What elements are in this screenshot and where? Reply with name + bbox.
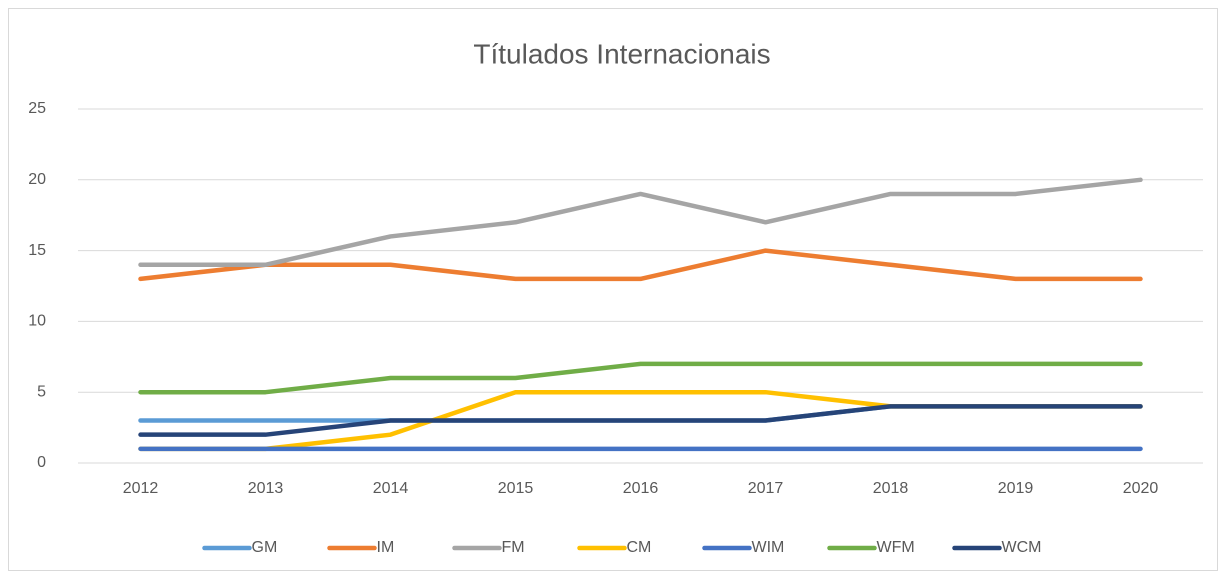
legend-label: GM	[252, 539, 278, 556]
y-tick-label: 10	[28, 313, 46, 330]
legend-label: IM	[377, 539, 395, 556]
x-tick-label: 2019	[998, 480, 1034, 497]
legend-label: FM	[502, 539, 525, 556]
series-line	[138, 404, 1143, 437]
y-tick-label: 20	[28, 171, 46, 188]
legend-label: WCM	[1002, 539, 1042, 556]
legend-label: WIM	[752, 539, 785, 556]
y-tick-label: 0	[37, 454, 46, 471]
x-tick-label: 2013	[248, 480, 284, 497]
x-tick-label: 2017	[748, 480, 784, 497]
series-line	[138, 177, 1143, 268]
x-tick-label: 2016	[623, 480, 659, 497]
x-tick-label: 2015	[498, 480, 534, 497]
chart-title: Títulados Internacionais	[473, 38, 770, 69]
y-tick-label: 25	[28, 100, 46, 117]
chart-border	[8, 8, 1218, 571]
x-tick-label: 2014	[373, 480, 409, 497]
legend-label: CM	[627, 539, 652, 556]
y-tick-label: 5	[37, 383, 46, 400]
x-tick-label: 2018	[873, 480, 909, 497]
series-line	[138, 361, 1143, 395]
x-tick-label: 2020	[1123, 480, 1159, 497]
legend-label: WFM	[877, 539, 915, 556]
x-tick-label: 2012	[123, 480, 159, 497]
series-line	[138, 248, 1143, 282]
y-tick-label: 15	[28, 242, 46, 259]
